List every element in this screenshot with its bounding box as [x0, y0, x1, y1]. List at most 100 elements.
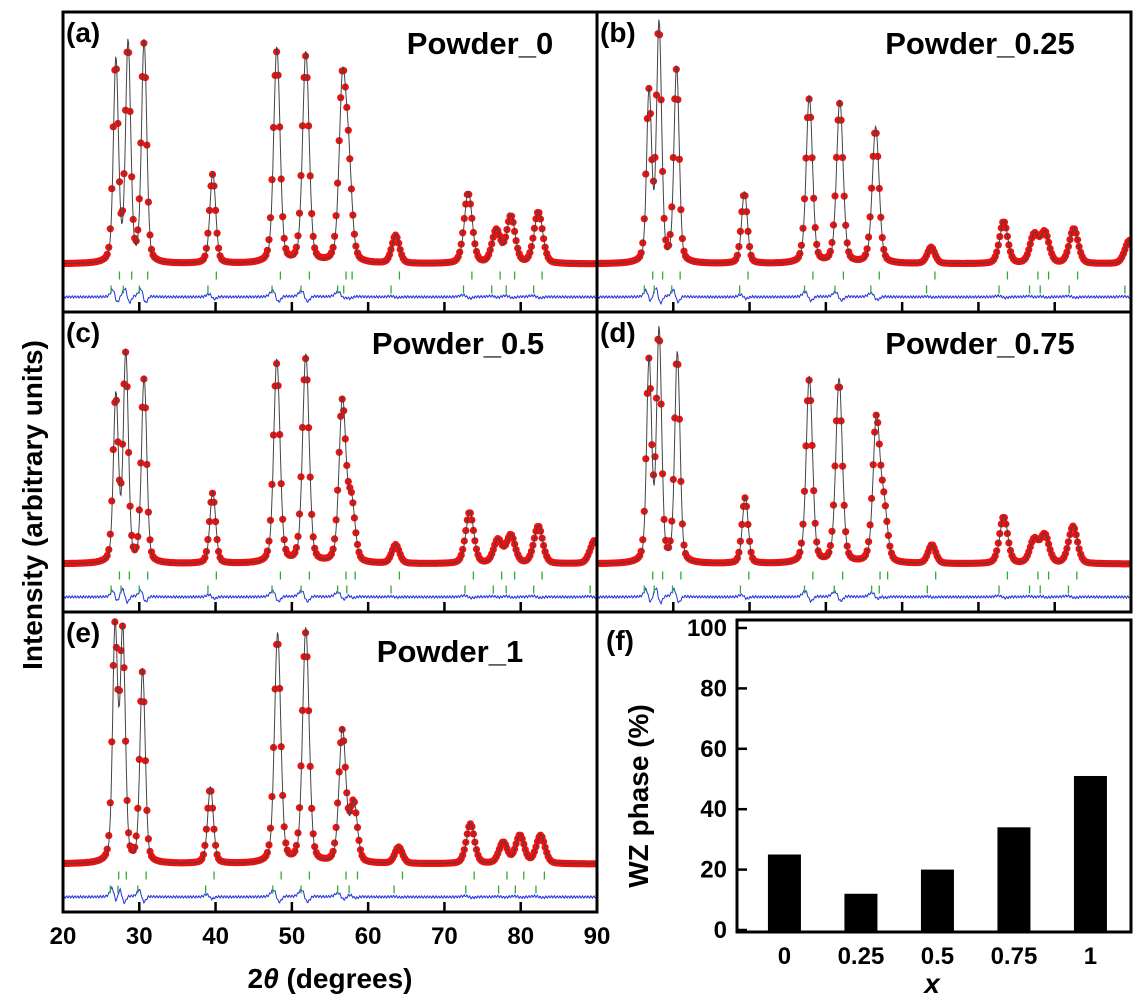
observed-point [265, 841, 273, 849]
observed-point [666, 537, 674, 545]
observed-point [294, 532, 302, 541]
observed-point [105, 243, 113, 251]
panel-frame [61, 610, 599, 914]
observed-point [799, 520, 807, 528]
y-axis-title: WZ phase (%) [623, 704, 654, 888]
x-tick-label: 70 [431, 923, 458, 950]
observed-point [1063, 544, 1071, 553]
observed-point [332, 516, 340, 524]
xrd-panel: (c) Powder_0.5 [61, 310, 599, 614]
calculated-curve [63, 348, 597, 565]
observed-point [828, 238, 836, 247]
x-tick-label: 0 [778, 943, 791, 970]
observed-point [639, 536, 647, 544]
observed-point [799, 224, 807, 232]
observed-data [63, 348, 597, 568]
plot-area [63, 618, 597, 905]
observed-data [597, 335, 1131, 568]
observed-point [106, 225, 114, 233]
observed-point [268, 793, 276, 801]
observed-point [118, 207, 127, 215]
x-axis-title: 2θ (degrees) [247, 963, 412, 994]
y-tick-label: 20 [700, 857, 727, 884]
observed-point [526, 249, 534, 257]
observed-point [132, 543, 140, 551]
observed-point [134, 226, 142, 234]
observed-point [266, 824, 275, 832]
observed-point [201, 252, 209, 260]
observed-point [733, 554, 742, 562]
observed-point [105, 832, 113, 840]
observed-point [459, 851, 467, 859]
observed-point [263, 246, 271, 254]
y-tick-label: 80 [700, 675, 727, 702]
observed-point [106, 799, 114, 807]
x-axis-title: x [922, 968, 941, 997]
x-axis-title-suffix: (degrees) [279, 963, 413, 994]
observed-point [651, 453, 659, 461]
bar [1073, 775, 1107, 932]
observed-point [294, 829, 302, 837]
observed-point [486, 246, 494, 254]
calculated-curve [63, 38, 597, 265]
xrd-panel: (a) Powder_0 [61, 10, 599, 314]
observed-point [292, 243, 300, 251]
observed-point [103, 845, 111, 853]
x-tick-label: 30 [126, 923, 153, 950]
plot-area [597, 19, 1131, 306]
observed-point [866, 213, 874, 221]
panel-label: (f) [606, 625, 634, 656]
calculated-curve [597, 326, 1131, 565]
x-tick-label: 20 [50, 923, 77, 950]
observed-point [329, 243, 337, 251]
observed-point [265, 236, 273, 244]
observed-point [332, 823, 340, 832]
observed-point [735, 548, 743, 557]
observed-point [1063, 248, 1071, 256]
panel-frame [595, 310, 1133, 614]
plot-area [63, 38, 597, 305]
observed-point [134, 533, 142, 541]
observed-point [329, 847, 337, 855]
y-tick-label: 100 [687, 615, 727, 642]
observed-point [733, 251, 742, 259]
observed-point [201, 841, 209, 850]
sample-name: Powder_0.25 [885, 26, 1075, 61]
panel-label: (c) [66, 317, 100, 348]
sample-name: Powder_0.75 [885, 326, 1075, 361]
observed-point [865, 233, 873, 241]
difference-curve [597, 586, 1131, 605]
observed-point [131, 843, 139, 851]
observed-point [329, 545, 337, 553]
panel-label: (d) [600, 317, 636, 348]
wz-phase-bar-panel: (f) 0 20 40 60 80 100 WZ phase (%) 0 0.25 0.5 0.75 1… [606, 615, 1133, 997]
observed-point [501, 233, 510, 241]
x-tick-label: 50 [279, 923, 306, 950]
observed-point [828, 527, 836, 535]
observed-point [863, 245, 871, 253]
observed-point [459, 545, 467, 554]
observed-point [865, 538, 873, 546]
observed-point [637, 249, 645, 257]
observed-point [266, 516, 275, 524]
observed-point [529, 234, 537, 242]
observed-point [640, 507, 648, 515]
observed-point [863, 547, 871, 555]
sample-name: Powder_1 [377, 634, 523, 669]
x-tick-label: 40 [202, 923, 229, 950]
panel-label: (a) [66, 17, 100, 48]
observed-point [866, 521, 874, 529]
observed-point [332, 212, 340, 220]
observed-point [292, 544, 300, 552]
sample-name: Powder_0.5 [372, 326, 544, 361]
xrd-panel: (d) Powder_0.75 [595, 310, 1133, 614]
observed-point [640, 215, 648, 223]
y-axis-title: Intensity (arbitrary units) [17, 340, 48, 670]
observed-point [527, 242, 536, 251]
observed-point [202, 547, 210, 556]
observed-point [201, 554, 209, 562]
bar [997, 827, 1031, 932]
calculated-curve [597, 19, 1131, 265]
observed-point [295, 209, 304, 217]
observed-point [295, 510, 304, 518]
